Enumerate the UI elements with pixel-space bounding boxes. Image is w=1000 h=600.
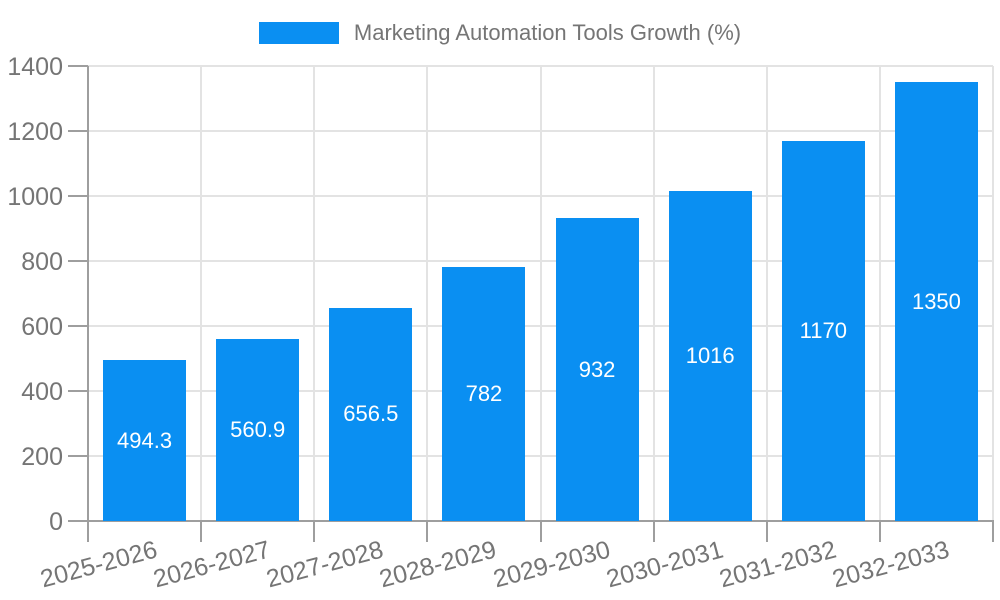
y-axis-tick-mark <box>68 455 88 457</box>
gridline-vertical <box>878 66 881 521</box>
x-axis-tick-mark <box>87 521 89 542</box>
gridline-vertical <box>313 66 316 521</box>
legend-swatch-icon <box>258 22 339 44</box>
y-tick-label: 0 <box>49 508 63 536</box>
x-axis-tick-mark <box>878 521 881 542</box>
x-tick-label: 2030-2031 <box>603 535 726 594</box>
bar-2030-2031[interactable]: 1016 <box>668 190 752 521</box>
bar-2027-2028[interactable]: 656.5 <box>329 307 413 521</box>
bar-value-label: 656.5 <box>343 401 399 427</box>
bar-value-label: 494.3 <box>117 427 173 453</box>
y-axis-tick-mark <box>68 390 88 392</box>
y-axis-tick-mark <box>68 520 88 522</box>
x-axis-tick-mark <box>200 521 203 542</box>
gridline-vertical <box>426 66 429 521</box>
x-tick-label: 2029-2030 <box>489 535 613 594</box>
x-axis-tick-mark <box>539 521 542 542</box>
y-tick-label: 1000 <box>7 183 63 211</box>
x-axis-tick-mark <box>426 521 429 542</box>
bar-value-label: 1170 <box>799 317 847 343</box>
bar-value-label: 1350 <box>911 288 961 314</box>
bar-2029-2030[interactable]: 932 <box>555 218 639 521</box>
bar-value-label: 932 <box>578 356 616 382</box>
gridline-vertical <box>539 66 542 521</box>
y-tick-label: 600 <box>21 313 63 341</box>
x-tick-label: 2027-2028 <box>263 535 387 594</box>
gridline-vertical <box>765 66 768 521</box>
y-tick-label: 200 <box>21 443 63 471</box>
x-axis-tick-mark <box>652 521 655 542</box>
bar-2025-2026[interactable]: 494.3 <box>103 360 187 521</box>
x-tick-label: 2026-2027 <box>150 535 274 594</box>
bar-2026-2027[interactable]: 560.9 <box>216 338 300 521</box>
x-axis-tick-mark <box>765 521 768 542</box>
x-axis-tick-mark <box>992 521 994 542</box>
x-tick-label: 2028-2029 <box>376 535 500 594</box>
bar-value-label: 1016 <box>685 342 735 368</box>
gridline-vertical <box>652 66 655 521</box>
gridline-vertical <box>200 66 203 521</box>
y-axis-tick-mark <box>68 65 88 67</box>
y-tick-label: 1400 <box>7 53 63 81</box>
gridline-vertical <box>992 66 994 521</box>
bar-value-label: 782 <box>465 380 503 406</box>
x-axis-line <box>87 520 994 522</box>
legend-label: Marketing Automation Tools Growth (%) <box>353 20 742 45</box>
y-axis-line <box>87 66 89 521</box>
y-axis-tick-mark <box>68 195 88 197</box>
bar-2031-2032[interactable]: 1170 <box>781 140 865 521</box>
y-axis-tick-mark <box>68 130 88 132</box>
bar-2028-2029[interactable]: 782 <box>442 266 526 521</box>
x-tick-label: 2025-2026 <box>37 535 161 594</box>
x-tick-label: 2031-2032 <box>716 535 839 594</box>
legend-item[interactable]: Marketing Automation Tools Growth (%) <box>0 0 1000 45</box>
y-axis-tick-mark <box>68 325 88 327</box>
x-tick-label: 2032-2033 <box>829 535 953 594</box>
bar-value-label: 560.9 <box>230 416 286 442</box>
bar-2032-2033[interactable]: 1350 <box>894 82 978 521</box>
y-axis-tick-mark <box>68 260 88 262</box>
y-tick-label: 1200 <box>7 118 63 146</box>
x-axis-tick-mark <box>313 521 316 542</box>
y-tick-label: 800 <box>21 248 63 276</box>
y-tick-label: 400 <box>21 378 63 406</box>
